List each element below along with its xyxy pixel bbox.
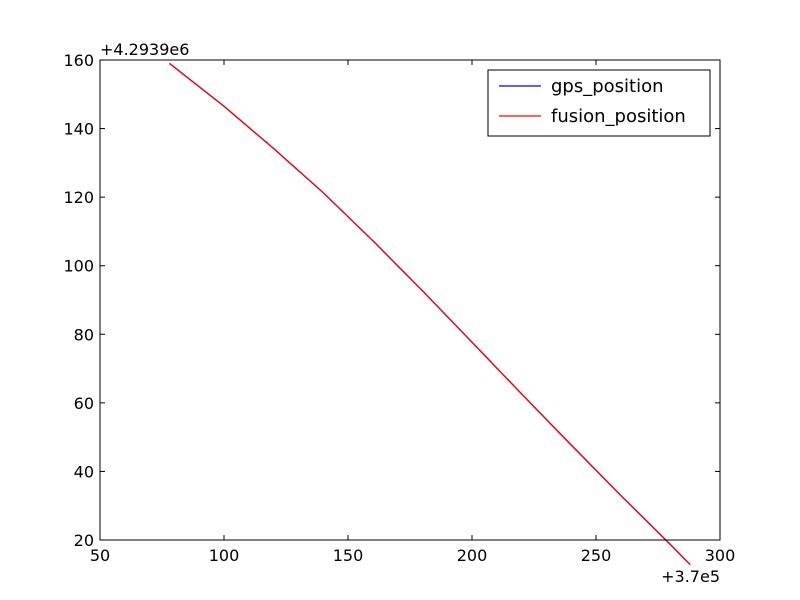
y-axis-ticks: 20 40 60 80 100 120 140 160 <box>63 51 720 550</box>
x-tick-label: 150 <box>333 546 364 565</box>
y-tick-label: 60 <box>74 394 94 413</box>
legend-label-gps-position: gps_position <box>551 76 664 97</box>
x-tick-label: 300 <box>705 546 736 565</box>
y-tick-label: 80 <box>74 325 94 344</box>
y-tick-label: 40 <box>74 462 94 481</box>
y-axis-offset-label: +4.2939e6 <box>100 40 189 59</box>
y-tick-label: 120 <box>63 188 94 207</box>
y-tick-label: 20 <box>74 531 94 550</box>
legend: gps_position fusion_position <box>487 69 711 137</box>
axes-frame <box>99 59 721 541</box>
legend-box <box>487 69 711 137</box>
y-tick-label: 140 <box>63 120 94 139</box>
x-tick-label: 50 <box>90 546 110 565</box>
y-tick-label: 160 <box>63 51 94 70</box>
series-line-fusion-position <box>168 62 691 566</box>
y-tick-label: 100 <box>63 257 94 276</box>
legend-label-fusion-position: fusion_position <box>551 106 686 127</box>
x-tick-label: 100 <box>209 546 240 565</box>
x-axis-ticks: 50 100 150 200 250 300 <box>90 60 735 565</box>
x-axis-offset-label: +3.7e5 <box>661 567 720 586</box>
x-tick-label: 250 <box>581 546 612 565</box>
x-tick-label: 200 <box>457 546 488 565</box>
plot-lines <box>168 62 691 566</box>
